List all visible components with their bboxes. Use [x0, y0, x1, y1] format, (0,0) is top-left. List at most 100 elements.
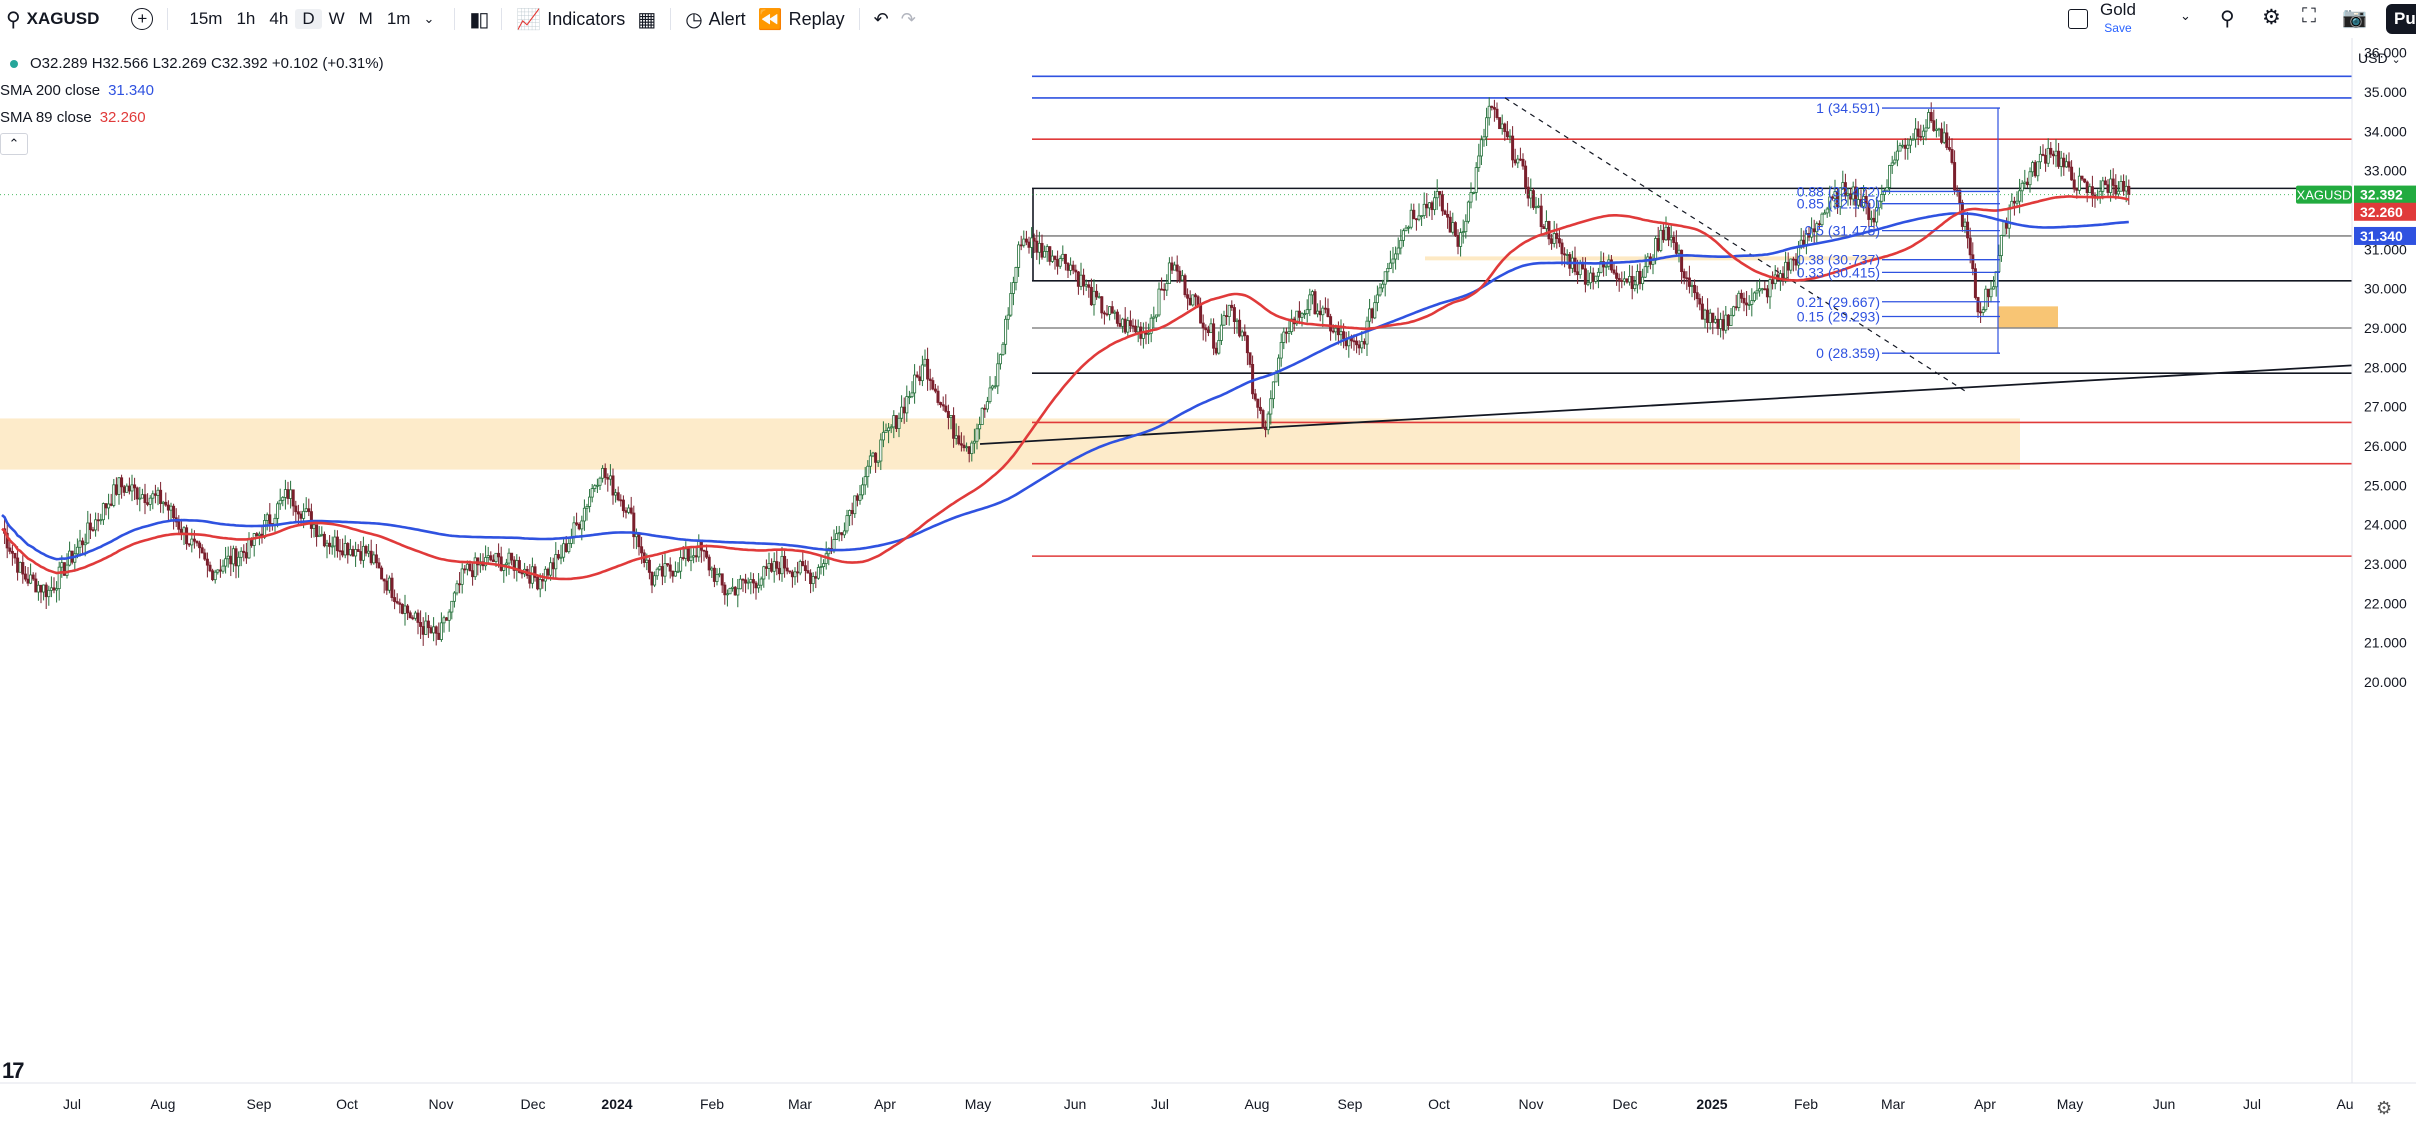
candle-body	[2049, 147, 2053, 155]
timeframe-w[interactable]: W	[328, 9, 345, 28]
candle-body	[1750, 300, 1754, 305]
candle-body	[1173, 264, 1177, 271]
tradingview-logo[interactable]: 17	[2, 1058, 25, 1083]
chart-type-button[interactable]: ▮▯	[463, 0, 493, 38]
chevron-down-icon[interactable]: ⌄	[423, 11, 435, 26]
candle-body	[307, 508, 311, 513]
candle-body	[1388, 262, 1392, 269]
sma-89-line	[1, 195, 2130, 581]
candle-body	[1516, 158, 1520, 164]
candle-body	[1115, 311, 1119, 324]
timeframe-m[interactable]: M	[358, 9, 373, 28]
candle-body	[42, 584, 46, 593]
settings-icon[interactable]: ⚙	[2262, 6, 2281, 29]
candle-body	[1191, 294, 1195, 306]
candle-body	[2036, 161, 2040, 177]
timeframe-4h[interactable]: 4h	[269, 9, 289, 28]
quick-search-icon[interactable]: ⚲	[2220, 8, 2235, 30]
legend-collapse-button[interactable]: ⌃	[0, 133, 28, 155]
price-tick-label: 34.000	[2364, 123, 2407, 139]
camera-icon[interactable]: 📷	[2342, 7, 2367, 29]
candle-body	[1843, 182, 1847, 196]
candle-body	[1477, 155, 1481, 169]
time-axis[interactable]: Jul Aug Sep Oct Nov Dec 2024 Feb Mar Apr May Jun Jul…	[63, 1096, 2354, 1112]
sma89-label: SMA 89 close	[0, 109, 92, 126]
compare-button[interactable]: +	[105, 0, 159, 38]
layout-square-button[interactable]	[2068, 9, 2088, 29]
candle-body	[1266, 413, 1270, 431]
symbol-search[interactable]: ⚲ XAGUSD	[0, 0, 105, 38]
candle-body	[1061, 253, 1065, 259]
indicators-button[interactable]: 📈 Indicators	[510, 0, 631, 38]
candle-body	[510, 552, 514, 561]
candle-body	[1638, 270, 1642, 285]
candle-body	[1160, 288, 1164, 291]
candle-body	[1589, 272, 1593, 284]
candle-body	[1451, 222, 1455, 233]
candle-body	[1123, 318, 1127, 333]
candle-body	[367, 550, 371, 554]
candle-body	[291, 489, 295, 507]
candle-body	[936, 390, 940, 403]
candle-body	[1334, 327, 1338, 333]
candle-body	[1097, 296, 1101, 299]
candle-body	[645, 559, 649, 563]
layout-name-button[interactable]: Gold Save	[2100, 0, 2136, 38]
price-axis[interactable]: 20.000 21.000 22.000 23.000 24.000 25.000 26.0…	[2364, 45, 2407, 690]
price-chart[interactable]: 1 (34.591) 0.88 (32.472)0.85 (32.160) 0.5 …	[0, 38, 2416, 1122]
chevron-down-icon[interactable]: ⌄	[2180, 8, 2191, 23]
candle-body	[1417, 215, 1421, 220]
candle-body	[1641, 276, 1645, 285]
candle-body	[1206, 329, 1210, 334]
candle-body	[517, 560, 521, 573]
candle-body	[1089, 286, 1093, 306]
candle-body	[1310, 291, 1314, 296]
candle-body	[1664, 226, 1668, 241]
candle-body	[1877, 200, 1881, 209]
candle-body	[1082, 274, 1086, 287]
undo-button[interactable]: ↶	[868, 0, 895, 38]
candle-body	[1118, 322, 1122, 327]
candle-body	[1893, 159, 1897, 164]
candle-body	[1500, 123, 1504, 130]
timeframe-15m[interactable]: 15m	[189, 9, 223, 28]
timeframe-1m[interactable]: 1m	[386, 9, 411, 28]
candle-body	[718, 573, 722, 576]
candle-body	[140, 494, 144, 499]
candle-body	[1479, 139, 1483, 157]
top-toolbar: ⚲ XAGUSD + 15m 1h 4h D W M 1m ⌄ ▮▯ 📈 Ind…	[0, 0, 2416, 39]
candle-body	[1791, 258, 1795, 261]
candle-body	[928, 378, 932, 381]
candle-body	[803, 565, 807, 571]
candle-body	[996, 363, 1000, 387]
candle-body	[1157, 288, 1161, 316]
redo-button[interactable]: ↷	[895, 0, 922, 38]
candle-body	[1313, 291, 1317, 315]
candle-body	[1924, 127, 1928, 132]
price-tag	[2354, 202, 2416, 221]
candle-body	[1284, 331, 1288, 334]
candle-body	[2111, 178, 2115, 186]
timeframe-1h[interactable]: 1h	[236, 9, 256, 28]
currency-selector[interactable]: USD ⌄	[2358, 50, 2401, 66]
fullscreen-icon[interactable]: ⛶	[2302, 5, 2316, 27]
sma89-row[interactable]: SMA 89 close 32.260	[0, 104, 384, 131]
alarm-clock-icon: ◷	[685, 8, 703, 31]
toolbar-divider	[670, 8, 672, 30]
candle-body	[1277, 357, 1281, 374]
time-tick-label: Jul	[2243, 1096, 2261, 1112]
templates-button[interactable]: ▦	[631, 0, 662, 38]
candle-body	[276, 503, 280, 519]
alert-button[interactable]: ◷ Alert	[679, 0, 751, 38]
publish-button[interactable]: Pu	[2386, 4, 2416, 34]
axis-settings-icon[interactable]: ⚙	[2376, 1098, 2393, 1118]
candle-body	[484, 557, 488, 567]
replay-button[interactable]: ⏪ Replay	[752, 0, 851, 38]
sma200-row[interactable]: SMA 200 close 31.340	[0, 77, 384, 104]
candle-body	[1443, 210, 1447, 215]
candle-body	[2028, 171, 2032, 186]
timeframe-d[interactable]: D	[295, 9, 322, 29]
candle-body	[567, 543, 571, 553]
time-tick-label: 2024	[601, 1096, 632, 1112]
replay-label: Replay	[788, 8, 845, 29]
